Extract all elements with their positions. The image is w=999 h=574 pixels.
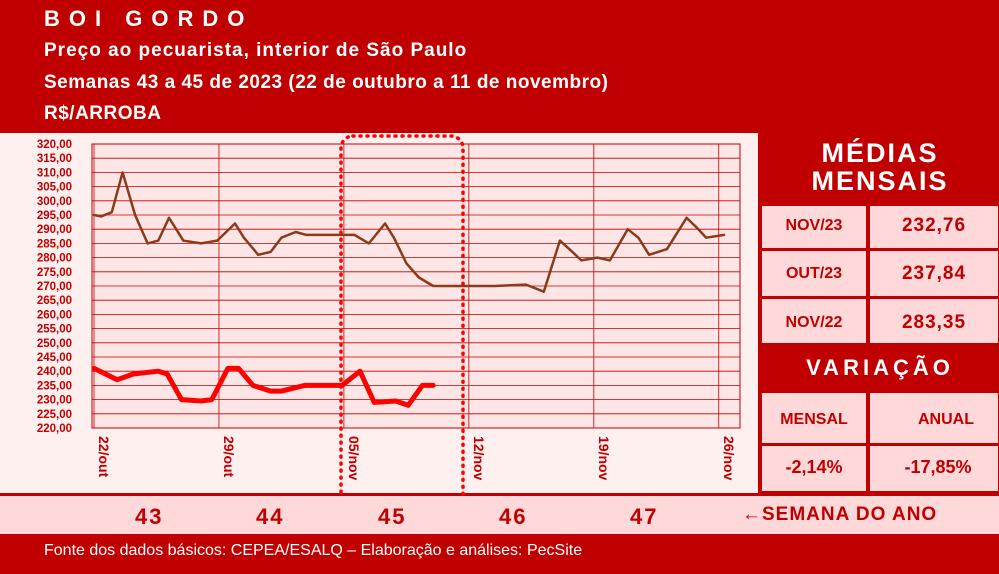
panel-title-line1: MÉDIAS bbox=[821, 138, 939, 168]
x-tick-label: 22/out bbox=[96, 436, 112, 478]
series-line-1 bbox=[92, 171, 726, 293]
y-tick-label: 265,00 bbox=[37, 295, 72, 307]
series-line-2 bbox=[91, 365, 436, 408]
variation-title: VARIAÇÃO bbox=[762, 343, 998, 393]
y-tick-label: 295,00 bbox=[37, 210, 72, 222]
week-label-44: 44 bbox=[256, 504, 285, 529]
panel-title-line2: MENSAIS bbox=[811, 166, 949, 196]
anual-label: ANUAL bbox=[918, 411, 974, 428]
y-tick-label: 260,00 bbox=[37, 309, 72, 321]
y-tick-label: 320,00 bbox=[37, 139, 72, 151]
week-label-47: 47 bbox=[630, 504, 659, 529]
week-label-46: 46 bbox=[499, 504, 528, 529]
anual-value: -17,85% bbox=[904, 457, 972, 477]
avg-row-1-label: NOV/23 bbox=[785, 217, 843, 234]
arrow-left-icon: ← bbox=[742, 504, 762, 525]
monthly-averages-panel: MÉDIAS MENSAIS NOV/23 232,76 OUT/23 237,… bbox=[762, 133, 998, 491]
week-label-43: 43 bbox=[135, 504, 164, 529]
week-label-45: 45 bbox=[378, 504, 407, 529]
chart-subtitle: Preço ao pecuarista, interior de São Pau… bbox=[44, 40, 468, 61]
y-tick-label: 230,00 bbox=[37, 395, 72, 407]
y-tick-label: 235,00 bbox=[37, 380, 72, 392]
week-axis-text: SEMANA DO ANO bbox=[762, 504, 938, 525]
mensal-label: MENSAL bbox=[780, 411, 848, 428]
source-note: Fonte dos dados básicos: CEPEA/ESALQ – E… bbox=[44, 542, 583, 559]
x-tick-label: 05/nov bbox=[346, 436, 362, 481]
y-tick-label: 305,00 bbox=[37, 182, 72, 194]
y-tick-label: 255,00 bbox=[37, 324, 72, 336]
chart-unit: R$/ARROBA bbox=[44, 103, 162, 124]
y-tick-label: 310,00 bbox=[37, 167, 72, 179]
y-tick-label: 285,00 bbox=[37, 238, 72, 250]
panel-title: MÉDIAS MENSAIS bbox=[762, 133, 998, 203]
mensal-value: -2,14% bbox=[785, 457, 843, 477]
week-axis-label: ←SEMANA DO ANO bbox=[742, 504, 937, 526]
x-tick-label: 26/nov bbox=[721, 436, 737, 481]
y-tick-label: 280,00 bbox=[37, 253, 72, 265]
x-tick-label: 12/nov bbox=[471, 436, 487, 481]
avg-row-3-value: 283,35 bbox=[901, 312, 967, 333]
y-tick-label: 220,00 bbox=[37, 423, 72, 435]
y-tick-label: 245,00 bbox=[37, 352, 72, 364]
avg-row-1-value: 232,76 bbox=[901, 215, 967, 236]
y-tick-label: 275,00 bbox=[37, 267, 72, 279]
chart-title: BOI GORDO bbox=[44, 6, 254, 31]
y-tick-label: 225,00 bbox=[37, 409, 72, 421]
x-tick-label: 19/nov bbox=[596, 436, 612, 481]
week-bar bbox=[0, 496, 999, 534]
y-tick-label: 270,00 bbox=[37, 281, 72, 293]
avg-row-2-value: 237,84 bbox=[901, 263, 967, 284]
avg-row-3-label: NOV/22 bbox=[785, 314, 843, 331]
avg-row-2-label: OUT/23 bbox=[785, 265, 842, 282]
x-tick-label: 29/out bbox=[221, 436, 237, 478]
chart-period: Semanas 43 a 45 de 2023 (22 de outubro a… bbox=[44, 72, 609, 93]
y-tick-label: 290,00 bbox=[37, 224, 72, 236]
y-tick-label: 300,00 bbox=[37, 196, 72, 208]
y-tick-label: 250,00 bbox=[37, 338, 72, 350]
y-tick-label: 240,00 bbox=[37, 366, 72, 378]
y-tick-label: 315,00 bbox=[37, 153, 72, 165]
